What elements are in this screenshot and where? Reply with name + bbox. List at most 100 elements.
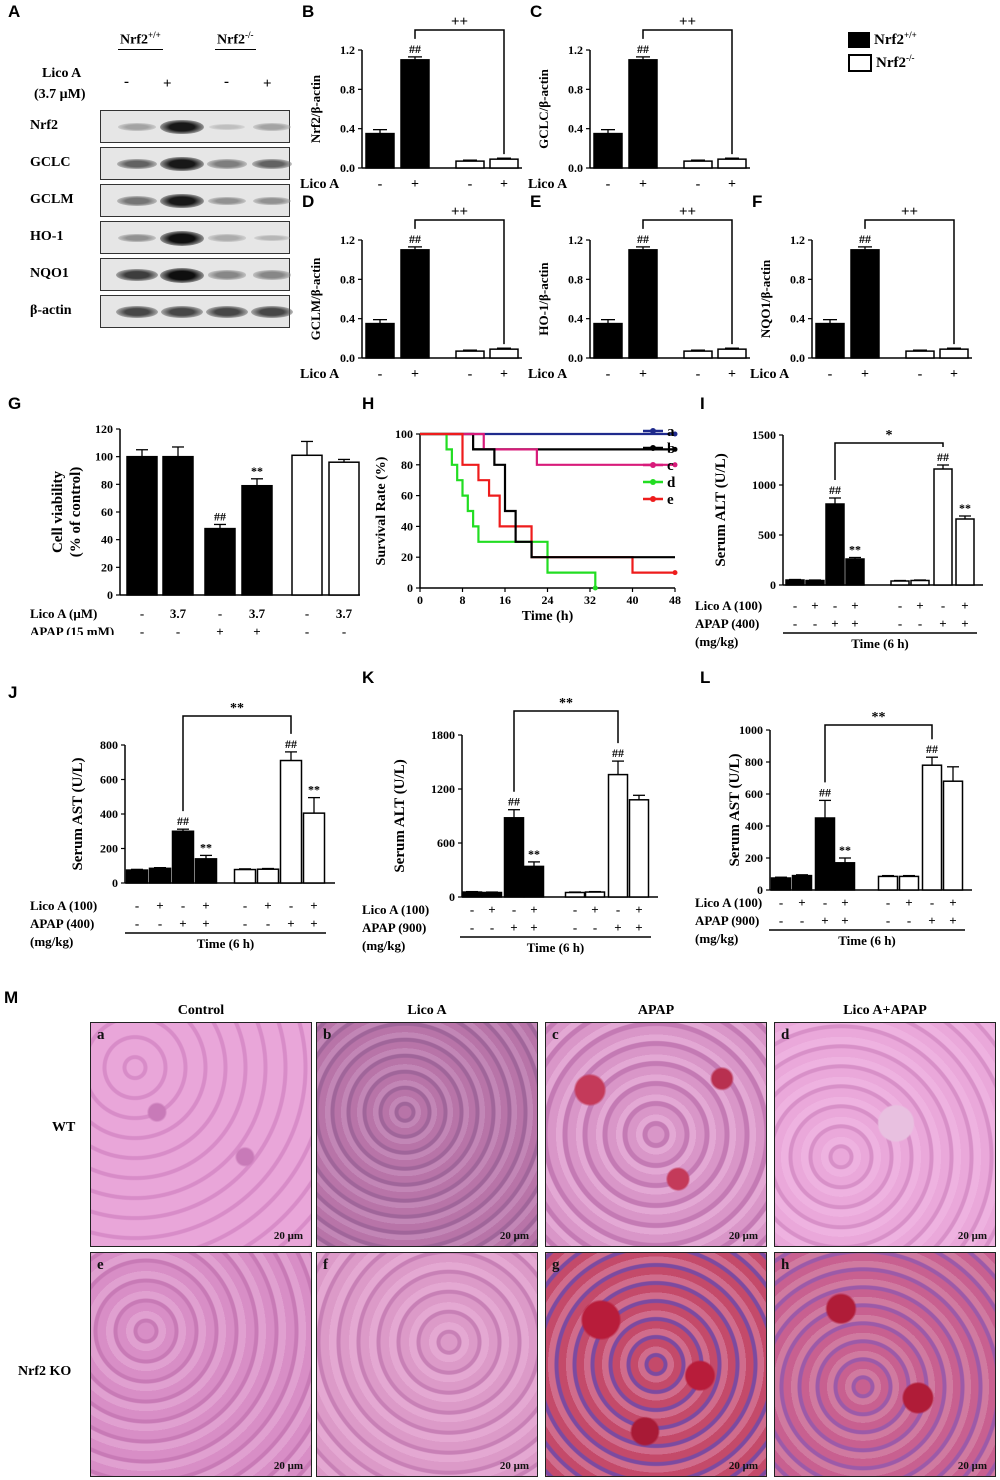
x-sign: + bbox=[264, 898, 271, 913]
y-tick-label: 0.0 bbox=[568, 351, 583, 365]
histology-tag: h bbox=[781, 1257, 790, 1273]
bracket bbox=[513, 710, 619, 792]
blot-row-actin bbox=[100, 295, 293, 328]
x-sign: 3.7 bbox=[170, 606, 187, 621]
histology-tag: e bbox=[97, 1257, 104, 1273]
bar bbox=[279, 759, 303, 884]
survival-marker bbox=[672, 446, 678, 452]
y-axis-label: NQO1/β-actin bbox=[758, 259, 773, 338]
bar bbox=[898, 875, 920, 891]
x-sign: - bbox=[886, 913, 890, 928]
bracket bbox=[864, 219, 955, 345]
blot-band bbox=[251, 158, 293, 170]
x-sign: - bbox=[616, 902, 620, 917]
bracket-label: ++ bbox=[679, 204, 696, 220]
x-sign: - bbox=[573, 902, 577, 917]
x-sign: + bbox=[821, 913, 828, 928]
significance-label: ** bbox=[959, 501, 971, 515]
bar bbox=[400, 249, 430, 359]
y-tick-label: 0 bbox=[770, 578, 776, 592]
x-tick-label: 40 bbox=[627, 593, 639, 607]
scale-bar-label: 20 μm bbox=[957, 1460, 987, 1472]
bar bbox=[455, 160, 485, 169]
x-sign: + bbox=[411, 177, 419, 192]
histology-tag: c bbox=[552, 1027, 559, 1043]
significance-label: ## bbox=[829, 483, 841, 497]
scale-bar-label: 20 μm bbox=[728, 1230, 758, 1242]
bar bbox=[834, 862, 856, 891]
histo-row-title-wt: WT bbox=[52, 1120, 76, 1135]
x-sign: + bbox=[639, 177, 647, 192]
x-unit-label: (mg/kg) bbox=[695, 931, 738, 946]
legend-marker-c bbox=[650, 462, 656, 468]
scale-bar-label: 20 μm bbox=[273, 1230, 303, 1242]
legend-label-b: b bbox=[667, 441, 675, 457]
x-sign: + bbox=[530, 920, 537, 935]
x-sign: + bbox=[728, 367, 736, 382]
bar bbox=[489, 158, 519, 169]
x-sign: + bbox=[530, 902, 537, 917]
x-row-label: APAP (900) bbox=[362, 920, 426, 935]
x-sign: - bbox=[800, 913, 804, 928]
histology-tag: a bbox=[97, 1027, 105, 1043]
x-row-label: Lico A bbox=[300, 367, 340, 382]
chart-d: 0.0 0.4 0.8 1.2 GCLM/β-actin ## ++ Lico A - + - + bbox=[300, 204, 522, 382]
y-tick-label: 0.0 bbox=[568, 161, 583, 175]
x-sign: - bbox=[573, 920, 577, 935]
x-axis-label: Time (6 h) bbox=[197, 936, 255, 951]
bar bbox=[194, 858, 218, 884]
bar bbox=[523, 865, 545, 898]
significance-label: ## bbox=[409, 232, 421, 246]
blot-band bbox=[253, 234, 291, 242]
x-sign: - bbox=[289, 898, 293, 913]
x-tick-label: 8 bbox=[460, 593, 466, 607]
blot-sign-1: - bbox=[124, 74, 129, 90]
survival-marker bbox=[672, 570, 678, 576]
significance-label: ## bbox=[612, 746, 624, 760]
x-sign: - bbox=[886, 895, 890, 910]
bar bbox=[291, 454, 323, 596]
y-tick-label: 80 bbox=[101, 477, 113, 491]
histology-image-g: g 20 μm bbox=[545, 1252, 767, 1477]
x-sign: + bbox=[500, 177, 508, 192]
x-sign: + bbox=[861, 367, 869, 382]
panel-label-b: B bbox=[302, 2, 315, 21]
x-sign: - bbox=[140, 624, 144, 635]
y-axis-label: HO-1/β-actin bbox=[536, 262, 551, 336]
x-sign: - bbox=[243, 916, 247, 931]
histo-col-title-lico: Lico A bbox=[407, 1003, 447, 1018]
x-sign: + bbox=[500, 367, 508, 382]
y-axis-label: Nrf2/β-actin bbox=[308, 74, 323, 143]
y-tick-label: 1500 bbox=[752, 428, 776, 442]
blot-group-ko: Nrf2-/- bbox=[215, 30, 256, 50]
histology-tag: b bbox=[323, 1027, 332, 1043]
x-tick-label: 24 bbox=[542, 593, 554, 607]
blot-row-label: GCLM bbox=[30, 192, 74, 207]
bar bbox=[148, 867, 172, 884]
blot-band bbox=[252, 270, 292, 280]
x-sign: + bbox=[156, 898, 163, 913]
x-sign: + bbox=[310, 916, 317, 931]
y-axis-label: (% of control) bbox=[68, 467, 84, 558]
x-row-label: APAP (400) bbox=[30, 916, 94, 931]
histo-col-title-lico-apap: Lico A+APAP bbox=[843, 1003, 927, 1018]
x-sign: + bbox=[614, 920, 621, 935]
chart-l: 0 200 400 600 800 1000 Serum AST (U/L) ## ** ## **… bbox=[695, 710, 972, 948]
legend-label-c: c bbox=[667, 458, 674, 474]
y-tick-label: 0.8 bbox=[340, 82, 355, 96]
x-sign: + bbox=[949, 913, 956, 928]
x-sign: - bbox=[793, 616, 797, 631]
x-sign: + bbox=[635, 920, 642, 935]
x-axis-label: Time (6 h) bbox=[851, 636, 909, 651]
y-tick-label: 0.0 bbox=[790, 351, 805, 365]
x-tick-label: 16 bbox=[499, 593, 511, 607]
x-sign: + bbox=[216, 624, 223, 635]
x-sign: - bbox=[181, 898, 185, 913]
x-sign: + bbox=[287, 916, 294, 931]
x-sign: + bbox=[961, 598, 968, 613]
legend-marker-e bbox=[650, 496, 656, 502]
significance-label: ** bbox=[251, 464, 263, 478]
x-unit-label: (mg/kg) bbox=[30, 934, 73, 949]
x-sign: + bbox=[310, 898, 317, 913]
x-row-label: Lico A (100) bbox=[30, 898, 97, 913]
